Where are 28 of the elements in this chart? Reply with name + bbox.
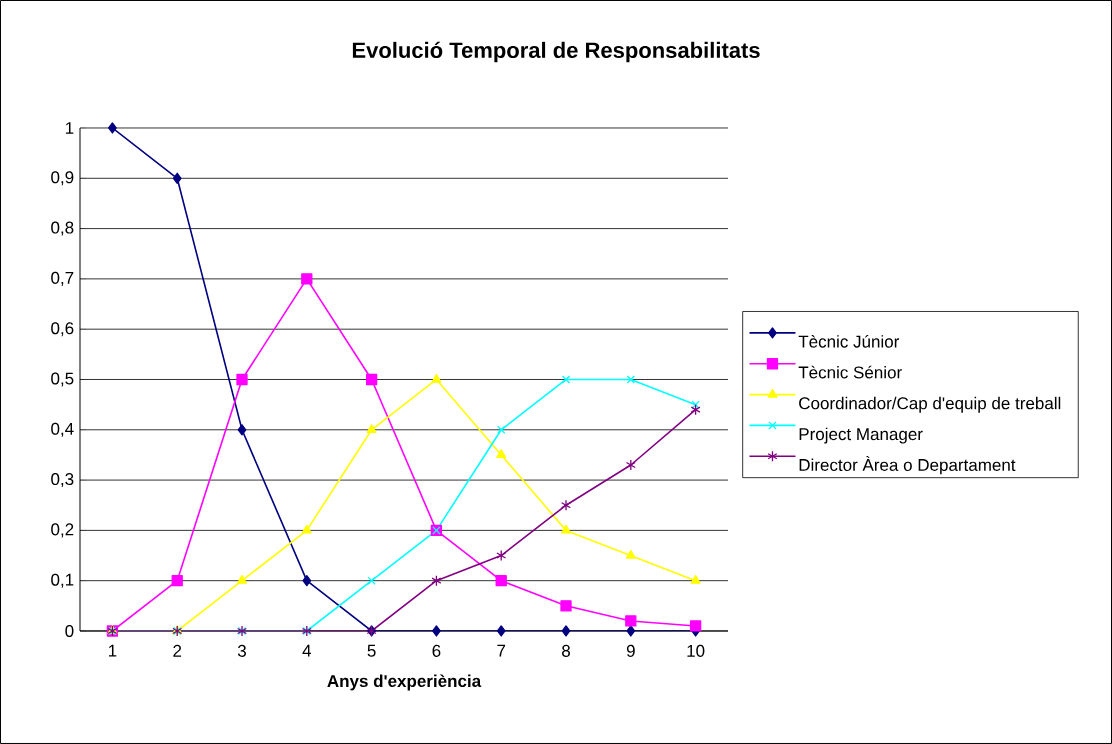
x-tick-label: 7: [497, 644, 506, 657]
y-tick-label: 0: [65, 624, 74, 638]
y-tick-label: 0,9: [51, 171, 74, 186]
legend-label: Tècnic Júnior: [798, 334, 900, 348]
x-tick-label: 4: [302, 644, 312, 657]
y-tick-label: 0,2: [51, 523, 74, 538]
y-tick-label: 0,8: [51, 221, 74, 236]
x-tick-label: 2: [173, 644, 182, 657]
legend-label: Tècnic Sénior: [798, 365, 902, 379]
y-tick-label: 1: [65, 122, 74, 134]
x-tick-label: 1: [108, 644, 117, 657]
x-tick-label: 5: [367, 644, 376, 657]
x-tick-label: 8: [562, 644, 571, 657]
x-axis-title: Anys d'experiència: [327, 674, 482, 691]
y-tick-label: 0,1: [51, 573, 74, 588]
legend-label: Coordinador/Cap d'equip de treball: [799, 396, 1061, 413]
y-tick-label: 0,7: [51, 271, 74, 286]
chart-title: Evolució Temporal de Responsabilitats: [352, 41, 760, 63]
y-tick-label: 0,3: [51, 473, 74, 488]
legend-label: Project Manager: [799, 427, 923, 444]
x-tick-label: 6: [432, 644, 441, 657]
y-tick-label: 0,4: [51, 422, 74, 437]
x-tick-label: 9: [626, 644, 635, 657]
x-tick-label: 10: [687, 644, 705, 657]
legend-label: Director Àrea o Departament: [799, 456, 1016, 475]
y-tick-label: 0,6: [51, 322, 74, 337]
y-tick-label: 0,5: [51, 372, 74, 387]
x-tick-label: 3: [237, 644, 246, 657]
